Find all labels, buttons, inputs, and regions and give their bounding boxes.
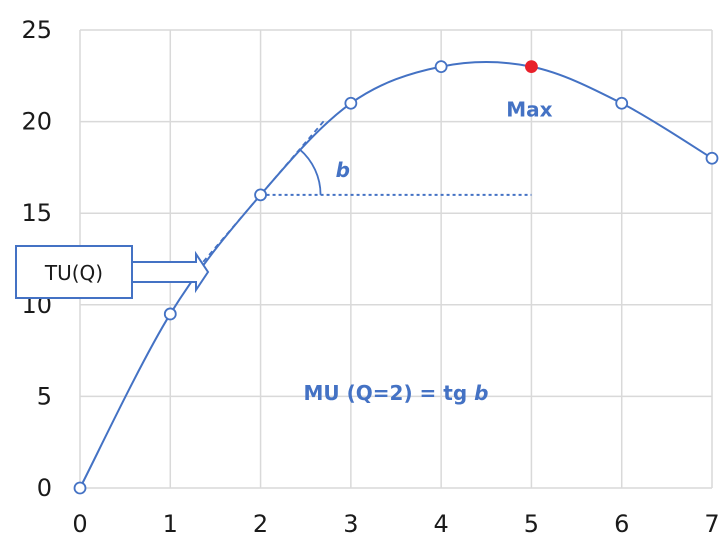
data-point xyxy=(615,96,629,110)
data-point xyxy=(73,481,87,495)
x-tick-label: 5 xyxy=(524,510,539,538)
tangent-group xyxy=(196,120,532,270)
x-tick-label: 3 xyxy=(343,510,358,538)
x-tick-label: 7 xyxy=(704,510,719,538)
x-tick-label: 4 xyxy=(434,510,449,538)
y-tick-label: 5 xyxy=(37,382,52,410)
x-tick-label: 1 xyxy=(163,510,178,538)
y-tick-label: 15 xyxy=(21,199,52,227)
mu-formula: MU (Q=2) = tg b xyxy=(304,381,489,405)
mu-formula-prefix: MU (Q=2) = tg xyxy=(304,381,475,405)
max-label: Max xyxy=(506,98,552,122)
y-tick-label: 0 xyxy=(37,474,52,502)
max-point xyxy=(525,60,538,74)
data-point xyxy=(705,151,719,165)
x-tick-label: 6 xyxy=(614,510,629,538)
x-tick-label: 2 xyxy=(253,510,268,538)
tu-label: TU(Q) xyxy=(44,261,103,285)
data-point xyxy=(434,60,448,74)
angle-arc xyxy=(299,148,322,195)
data-points xyxy=(73,60,719,495)
data-point xyxy=(163,307,177,321)
mu-formula-variable: b xyxy=(474,381,488,405)
x-tick-label: 0 xyxy=(72,510,87,538)
data-point xyxy=(254,188,267,202)
tu-arrow-icon xyxy=(131,250,210,294)
y-tick-label: 25 xyxy=(21,16,52,44)
y-tick-label: 20 xyxy=(21,108,52,136)
grid xyxy=(79,29,713,489)
data-point xyxy=(344,96,358,110)
angle-label: b xyxy=(336,158,350,182)
